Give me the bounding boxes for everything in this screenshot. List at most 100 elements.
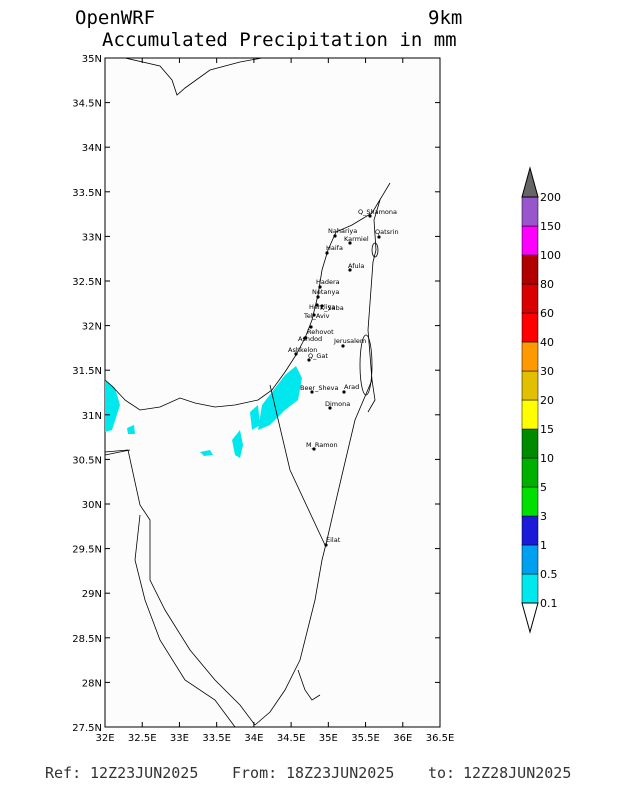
city-dot [377, 235, 381, 239]
colorbar-label: 5 [540, 481, 547, 494]
colorbar-over [521, 166, 539, 198]
colorbar-segment [521, 341, 539, 372]
lat-label: 34.5N [72, 99, 102, 110]
colorbar-segment [521, 428, 539, 459]
city-dot [315, 303, 319, 307]
city-dot [324, 543, 328, 547]
colorbar-segment [521, 196, 539, 227]
lat-label: 35N [82, 54, 102, 65]
ref-label: Ref: [45, 764, 81, 782]
city-dot [294, 352, 298, 356]
lat-label: 28N [82, 678, 102, 689]
lat-label: 29.5N [72, 545, 102, 556]
axis-ticks: 27.5N 28N 28.5N 29N 29.5N 30N 30.5N 31N 31.5N 32N… [72, 54, 454, 744]
lat-label: 28.5N [72, 634, 102, 645]
city-dot [348, 268, 352, 272]
city-dot [307, 358, 311, 362]
colorbar-segment [521, 573, 539, 604]
colorbar-segment [521, 283, 539, 314]
lon-label: 34E [244, 733, 263, 744]
city-dot [320, 304, 324, 308]
colorbar-label: 3 [540, 510, 547, 523]
city-label: Nahariya [328, 227, 357, 235]
city-label: Hadera [316, 278, 340, 286]
city-label: Ashkelon [288, 346, 317, 354]
colorbar-label: 0.1 [540, 597, 558, 610]
city-label: Beer_Sheva [300, 384, 338, 392]
city-label: Jerusalem [333, 337, 366, 345]
colorbar-segment [521, 312, 539, 343]
to-label: to: [428, 764, 455, 782]
city-label: Haifa [326, 244, 343, 252]
lat-label: 30.5N [72, 455, 102, 466]
city-label: Arad [344, 383, 359, 391]
city-dot [342, 390, 346, 394]
city-label: Ashdod [298, 335, 322, 343]
city-dot [318, 285, 322, 289]
colorbar-label: 0.5 [540, 568, 558, 581]
coastlines [104, 57, 391, 728]
footer: Ref: 12Z23JUN2025 From: 18Z23JUN2025 to:… [45, 764, 571, 782]
lat-label: 30N [82, 500, 102, 511]
city-dot [333, 234, 337, 238]
lon-label: 32.5E [128, 733, 157, 744]
city-label: Q_Shamona [358, 208, 397, 216]
from-time: 18Z23JUN2025 [286, 764, 394, 782]
model-name: OpenWRF [75, 7, 155, 29]
lon-label: 36E [393, 733, 412, 744]
lon-label: 36.5E [426, 733, 455, 744]
colorbar-segment [521, 370, 539, 401]
city-dot [312, 447, 316, 451]
city-dot [328, 406, 332, 410]
colorbar-label: 20 [540, 394, 554, 407]
colorbar-segment [521, 544, 539, 575]
city-dot [303, 336, 307, 340]
city-dot [368, 214, 372, 218]
colorbar-segment [521, 515, 539, 546]
from-label: From: [232, 764, 277, 782]
colorbar-segment [521, 457, 539, 488]
colorbar-segment [521, 399, 539, 430]
city-label: Tel_Aviv [303, 312, 330, 320]
precip-areas [105, 366, 302, 458]
colorbar-segment [521, 486, 539, 517]
resolution: 9km [428, 7, 462, 29]
colorbar-under [521, 602, 539, 634]
city-label: Qatsrin [375, 228, 399, 236]
lat-label: 27.5N [72, 723, 102, 734]
colorbar-label: 15 [540, 423, 554, 436]
colorbar-segment [521, 225, 539, 256]
lat-label: 32.5N [72, 277, 102, 288]
lon-label: 33.5E [202, 733, 231, 744]
lat-label: 34N [82, 143, 102, 154]
colorbar-label: 100 [540, 249, 561, 262]
lon-label: 35E [319, 733, 338, 744]
city-label: K_Saba [320, 304, 344, 312]
to-time: 12Z28JUN2025 [463, 764, 571, 782]
city-label: Karmiel [344, 235, 369, 243]
city-dot [312, 313, 316, 317]
colorbar-label: 80 [540, 278, 554, 291]
colorbar-label: 10 [540, 452, 554, 465]
city-label: Rehovot [307, 328, 334, 336]
colorbar-label: 1 [540, 539, 547, 552]
lon-label: 35.5E [351, 733, 380, 744]
colorbar-label: 200 [540, 191, 561, 204]
city-label: Afula [348, 262, 364, 270]
city-dot [316, 295, 320, 299]
lon-label: 32E [95, 733, 114, 744]
colorbar-label: 150 [540, 220, 561, 233]
city-dot [348, 241, 352, 245]
city-label: Dimona [325, 400, 350, 408]
colorbar-label: 30 [540, 365, 554, 378]
map-title: Accumulated Precipitation in mm [102, 29, 457, 51]
city-dot [309, 325, 313, 329]
city-label: M_Ramon [306, 441, 338, 449]
colorbar: 0.1 0.5 1 3 5 10 15 20 30 40 60 80 100 150 200 [521, 166, 561, 634]
lat-label: 29N [82, 589, 102, 600]
lat-label: 31N [82, 411, 102, 422]
city-dot [325, 251, 329, 255]
colorbar-segment [521, 254, 539, 285]
